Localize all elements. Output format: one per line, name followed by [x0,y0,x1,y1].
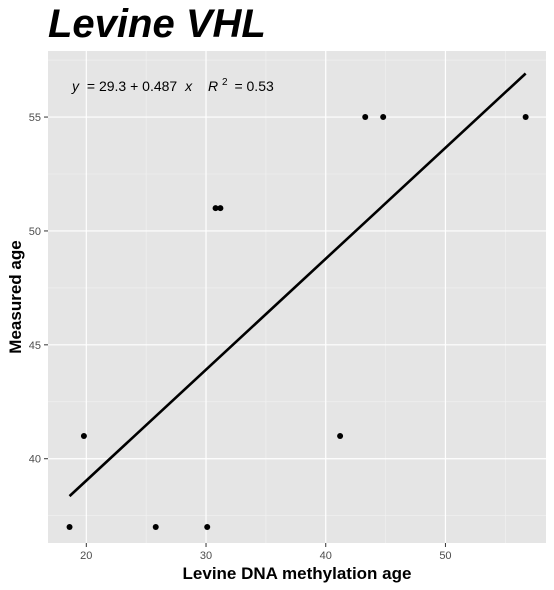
y-axis-title: Measured age [6,240,25,353]
chart-title: Levine VHL [48,2,266,46]
x-axis-title: Levine DNA methylation age [183,564,412,583]
fit-line [68,72,527,498]
data-point [337,432,344,439]
y-tick-label: 50 [29,226,41,238]
fit-line-group [68,72,527,498]
data-point [217,205,224,212]
x-tick-label: 40 [320,550,332,562]
data-point [212,205,219,212]
data-point [522,114,529,121]
data-point [152,524,159,531]
data-point [380,114,387,121]
x-tick-label: 20 [80,550,92,562]
y-tick-label: 40 [29,454,41,466]
x-tick-label: 50 [439,550,451,562]
ticks-group: 20 30 40 50 40 45 50 55 [29,112,452,562]
y-tick-label: 45 [29,340,41,352]
data-point [362,114,369,121]
grid [48,51,546,543]
data-point [204,524,211,531]
points-group [66,114,529,531]
data-point [66,524,73,531]
y-tick-label: 55 [29,112,41,124]
x-tick-label: 30 [200,550,212,562]
data-point [80,432,87,439]
regression-equation: y = 29.3 + 0.487 x R 2 = 0.53 [71,72,274,94]
